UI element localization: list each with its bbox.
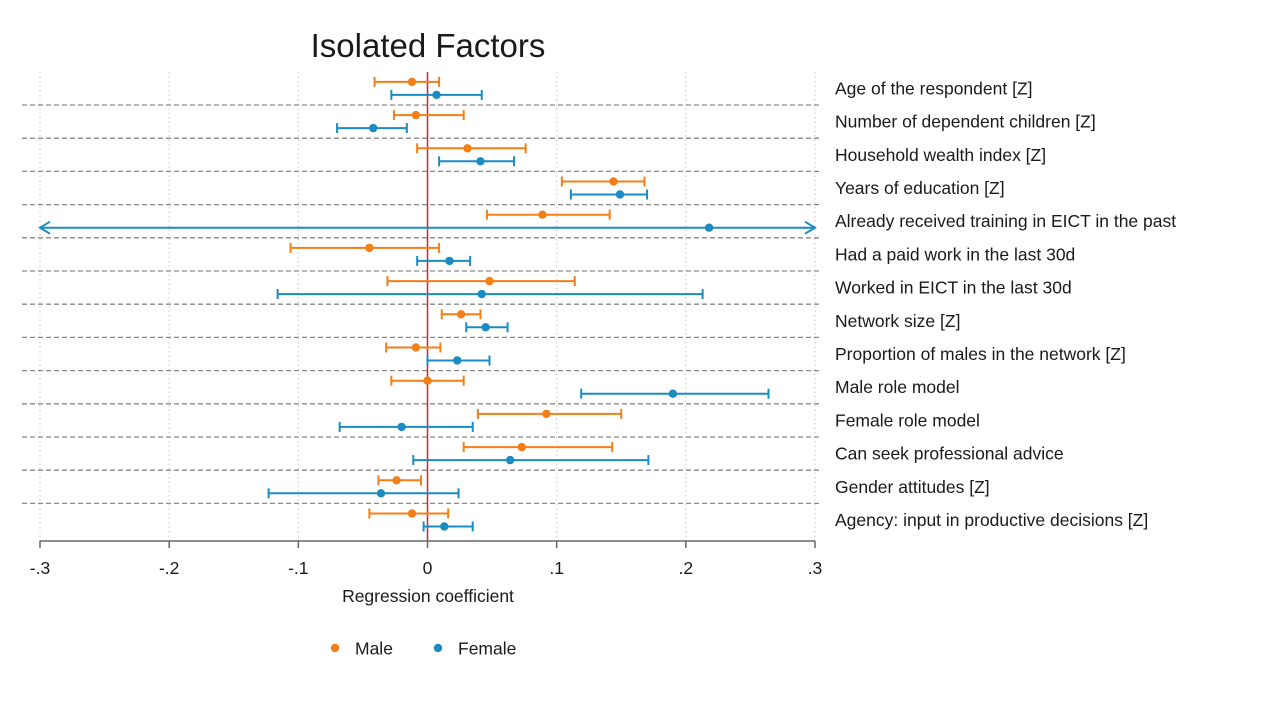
x-tick-label: .3 <box>808 558 823 578</box>
x-axis-label: Regression coefficient <box>342 586 514 606</box>
female-ci-arrow-right <box>804 220 817 235</box>
female-point <box>505 455 515 465</box>
male-point <box>609 177 618 186</box>
category-labels: Age of the respondent [Z] Number of depen… <box>835 78 1176 530</box>
male-point <box>411 343 421 352</box>
female-point <box>481 323 490 332</box>
category-label: Agency: input in productive decisions [Z… <box>835 510 1148 530</box>
grid-lines <box>22 72 822 541</box>
category-label: Household wealth index [Z] <box>835 145 1046 165</box>
female-point <box>477 289 486 299</box>
category-label: Already received training in EICT in the… <box>835 211 1176 231</box>
male-point <box>463 144 472 153</box>
female-point <box>432 90 441 100</box>
category-label: Network size [Z] <box>835 311 960 331</box>
category-label: Years of education [Z] <box>835 178 1005 198</box>
category-label: Male role model <box>835 377 960 397</box>
x-tick-label: -.2 <box>159 558 179 578</box>
legend-label-female: Female <box>458 639 516 659</box>
male-point <box>517 442 526 452</box>
female-point <box>440 522 449 531</box>
male-point <box>407 509 417 518</box>
category-label: Had a paid work in the last 30d <box>835 244 1075 264</box>
legend-marker-male <box>330 643 340 653</box>
male-point <box>365 243 374 253</box>
female-point <box>369 123 378 133</box>
x-tick-label: .1 <box>549 558 564 578</box>
female-ci-arrow-left <box>38 220 51 235</box>
plot-area <box>38 76 817 532</box>
male-point <box>423 376 432 385</box>
female-point <box>704 223 714 232</box>
male-point <box>411 110 421 120</box>
female-point <box>615 190 625 199</box>
female-point <box>376 489 386 498</box>
male-point <box>392 476 401 485</box>
female-point <box>397 422 406 432</box>
legend: Male Female <box>330 639 516 659</box>
category-label: Age of the respondent [Z] <box>835 78 1033 98</box>
male-point <box>456 310 466 319</box>
category-label: Proportion of males in the network [Z] <box>835 344 1126 364</box>
category-label: Number of dependent children [Z] <box>835 112 1096 132</box>
male-point <box>542 409 551 419</box>
female-point <box>453 356 462 365</box>
category-label: Female role model <box>835 410 980 430</box>
female-point <box>445 256 454 266</box>
category-label: Can seek professional advice <box>835 444 1064 464</box>
legend-marker-female <box>433 643 443 653</box>
x-tick-label: -.3 <box>30 558 50 578</box>
x-tick-label: .2 <box>679 558 694 578</box>
female-point <box>668 389 678 398</box>
female-point <box>476 157 485 166</box>
x-tick-label: 0 <box>423 558 433 578</box>
category-label: Gender attitudes [Z] <box>835 477 990 497</box>
legend-label-male: Male <box>355 639 393 659</box>
x-tick-label: -.1 <box>288 558 308 578</box>
male-point <box>407 77 417 87</box>
male-point <box>538 210 547 219</box>
male-point <box>485 276 494 286</box>
chart-title: Isolated Factors <box>311 27 546 64</box>
category-label: Worked in EICT in the last 30d <box>835 278 1072 298</box>
x-axis: -.3 -.2 -.1 0 .1 .2 .3 <box>30 540 823 578</box>
